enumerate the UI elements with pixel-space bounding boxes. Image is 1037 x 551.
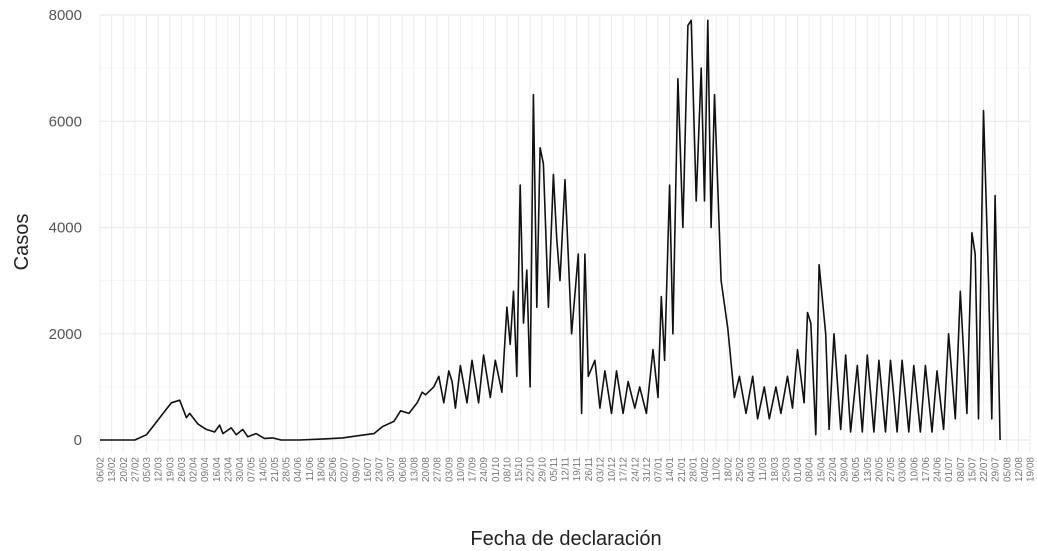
y-axis-ticks: 0 2000 4000 6000 8000 [49,7,82,449]
x-tick-label: 16/04 [212,457,223,482]
x-tick-label: 09/04 [200,457,211,482]
x-tick-label: 08/10 [502,457,513,482]
x-tick-label: 13/05 [863,457,874,482]
x-tick-label: 18/02 [723,457,734,482]
x-tick-label: 14/05 [258,457,269,482]
x-tick-label: 27/08 [433,457,444,482]
x-tick-label: 19/08 [1026,457,1037,482]
x-tick-label: 04/02 [700,457,711,482]
x-tick-label: 02/04 [189,457,200,482]
x-tick-label: 30/04 [235,457,246,482]
x-tick-label: 12/08 [1014,457,1025,482]
y-tick-label: 6000 [49,113,82,130]
x-tick-label: 27/02 [130,457,141,482]
x-tick-label: 24/06 [933,457,944,482]
x-tick-label: 06/02 [96,457,107,482]
x-tick-label: 01/07 [944,457,955,482]
x-tick-label: 03/12 [595,457,606,482]
x-tick-label: 15/07 [967,457,978,482]
x-tick-label: 11/03 [758,457,769,482]
x-tick-label: 17/09 [468,457,479,482]
x-tick-label: 05/11 [549,457,560,482]
y-tick-label: 0 [74,432,82,449]
x-tick-label: 19/03 [165,457,176,482]
x-tick-label: 13/08 [409,457,420,482]
x-tick-label: 21/05 [270,457,281,482]
x-tick-label: 03/09 [444,457,455,482]
x-tick-label: 07/05 [247,457,258,482]
x-tick-label: 29/04 [840,457,851,482]
x-axis-ticks: 06/02 13/02 20/02 27/02 05/03 12/03 19/03 26/03… [96,457,1037,482]
x-tick-label: 03/06 [898,457,909,482]
grid-lines [99,14,1031,452]
x-tick-label: 01/04 [793,457,804,482]
x-tick-label: 12/03 [154,457,165,482]
x-axis-title: Fecha de declaración [470,528,661,550]
x-tick-label: 19/11 [572,457,583,482]
x-tick-label: 11/06 [305,457,316,482]
x-tick-label: 06/05 [851,457,862,482]
x-tick-label: 17/12 [619,457,630,482]
x-tick-label: 31/12 [642,457,653,482]
x-tick-label: 15/04 [816,457,827,482]
x-tick-label: 05/03 [142,457,153,482]
x-tick-label: 16/07 [363,457,374,482]
x-tick-label: 25/06 [328,457,339,482]
x-tick-label: 13/02 [107,457,118,482]
x-tick-label: 30/07 [386,457,397,482]
x-tick-label: 05/08 [1002,457,1013,482]
x-tick-label: 28/01 [688,457,699,482]
x-tick-label: 25/03 [781,457,792,482]
x-tick-label: 27/05 [886,457,897,482]
x-tick-label: 23/07 [375,457,386,482]
x-tick-label: 20/05 [874,457,885,482]
x-tick-label: 25/02 [735,457,746,482]
x-tick-label: 12/11 [561,457,572,482]
x-tick-label: 20/02 [119,457,130,482]
x-tick-label: 17/06 [921,457,932,482]
x-tick-label: 28/05 [282,457,293,482]
x-tick-label: 18/03 [770,457,781,482]
x-tick-label: 24/12 [630,457,641,482]
x-tick-label: 06/08 [398,457,409,482]
y-tick-label: 8000 [49,7,82,24]
x-tick-label: 29/10 [537,457,548,482]
x-tick-label: 04/03 [747,457,758,482]
y-axis-title: Casos [11,214,33,271]
x-tick-label: 22/04 [828,457,839,482]
x-tick-label: 10/09 [456,457,467,482]
y-tick-label: 2000 [49,326,82,343]
x-tick-label: 02/07 [340,457,351,482]
x-tick-label: 04/06 [293,457,304,482]
x-tick-label: 26/03 [177,457,188,482]
x-tick-label: 07/01 [654,457,665,482]
x-tick-label: 24/09 [479,457,490,482]
x-tick-label: 14/01 [665,457,676,482]
x-tick-label: 15/10 [514,457,525,482]
x-tick-label: 22/10 [526,457,537,482]
x-tick-label: 20/08 [421,457,432,482]
x-tick-label: 08/04 [805,457,816,482]
x-tick-label: 08/07 [956,457,967,482]
x-tick-label: 09/07 [351,457,362,482]
x-tick-label: 11/02 [712,457,723,482]
x-tick-label: 23/04 [223,457,234,482]
cases-line [100,19,1001,441]
x-tick-label: 10/06 [909,457,920,482]
x-tick-label: 01/10 [491,457,502,482]
x-tick-label: 18/06 [316,457,327,482]
x-tick-label: 10/12 [607,457,618,482]
x-tick-label: 29/07 [991,457,1002,482]
x-tick-label: 21/01 [677,457,688,482]
y-tick-label: 4000 [49,220,82,237]
x-tick-label: 26/11 [584,457,595,482]
x-tick-label: 22/07 [979,457,990,482]
